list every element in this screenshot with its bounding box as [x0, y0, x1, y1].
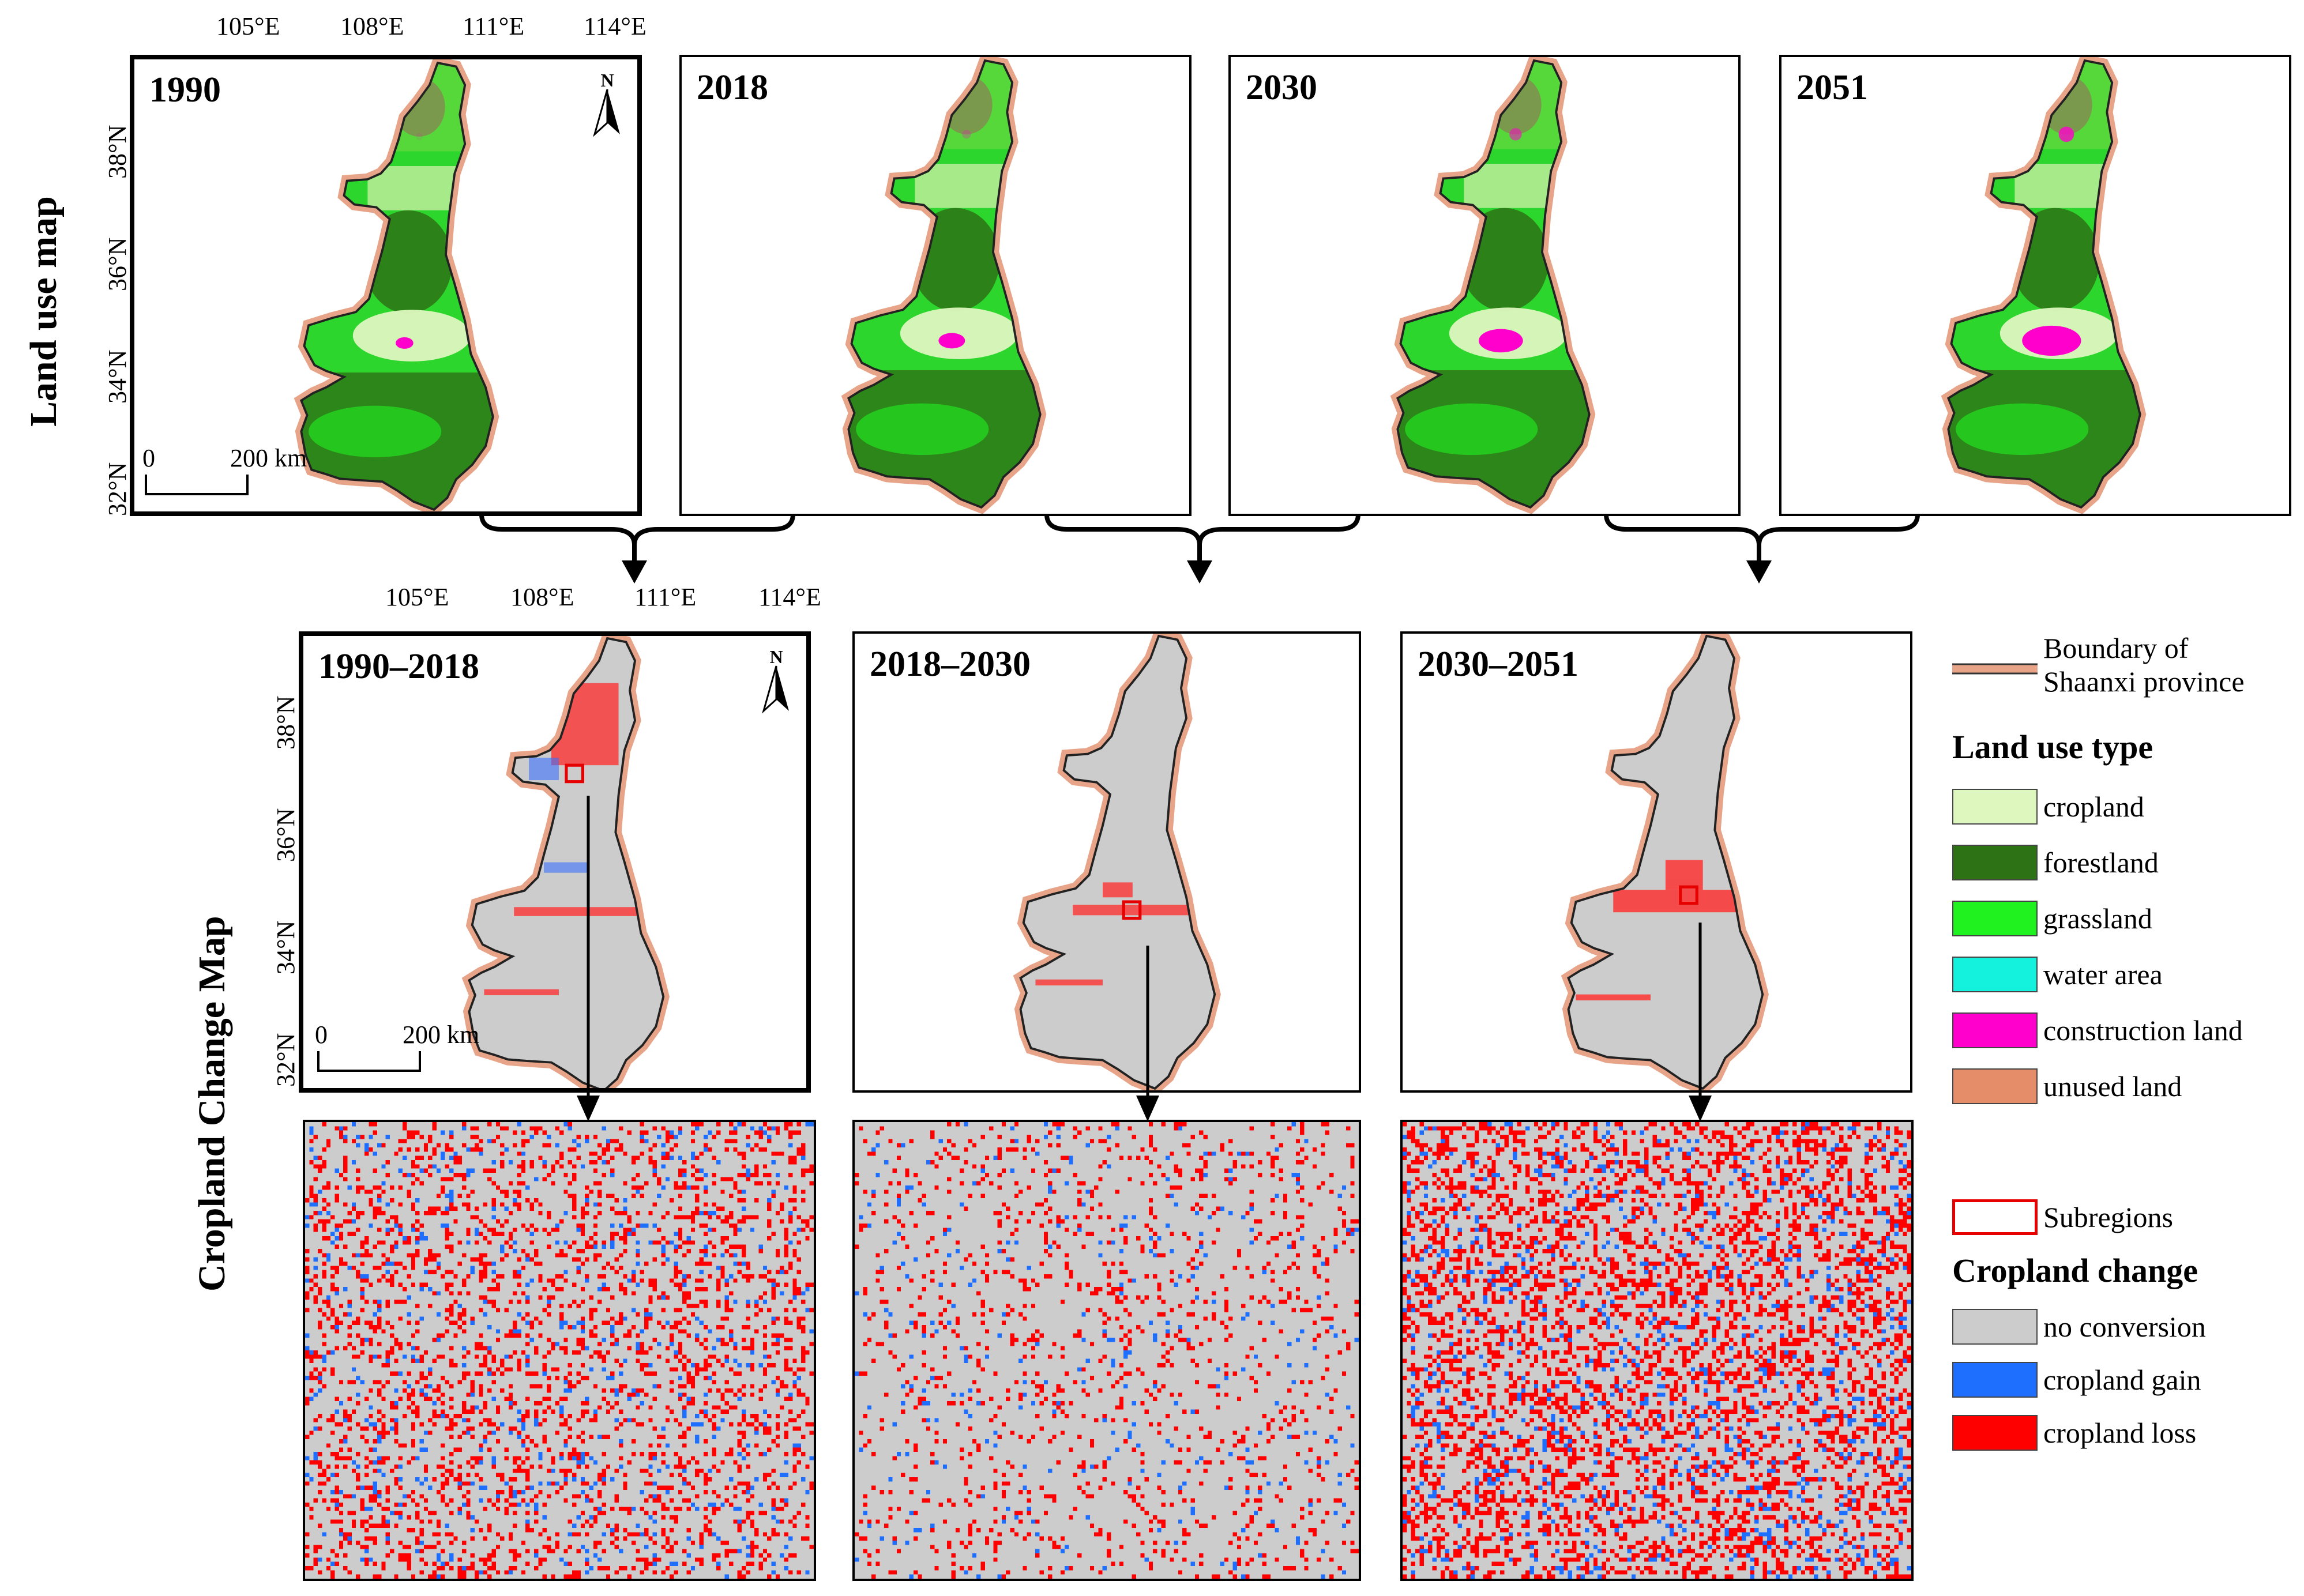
panel-title: 2030 [1246, 68, 1317, 107]
legend-swatch [1952, 1362, 2038, 1398]
legend-swatch [1952, 1415, 2038, 1451]
subregion-zoom-2030-2051 [1400, 1120, 1914, 1581]
boundary-legend-swatch [1952, 663, 2038, 675]
cropland-change-panel-2030–2051: 2030–2051 [1400, 631, 1912, 1093]
legend-swatch [1952, 1309, 2038, 1345]
land-use-raster [1352, 61, 1606, 510]
north-label: N [769, 646, 783, 667]
zoom-raster [855, 1122, 1359, 1579]
scale-end: 200 km [230, 444, 307, 472]
subregion-swatch [1952, 1199, 2038, 1235]
cropland-change-panel-2018–2030: 2018–2030 [852, 631, 1361, 1093]
lon-tick: 111°E [463, 12, 525, 40]
legend-label: cropland [2043, 791, 2144, 823]
scale-zero: 0 [315, 1021, 328, 1049]
panel-title: 2018 [697, 68, 768, 107]
zoom-raster [305, 1122, 814, 1579]
lon-tick: 105°E [216, 12, 280, 40]
legend-swatch [1952, 901, 2038, 936]
legend-label: construction land [2043, 1014, 2243, 1047]
panel-title: 2030–2051 [1418, 645, 1578, 684]
panel-title: 1990 [149, 70, 221, 110]
legend-label: forestland [2043, 846, 2159, 879]
legend-label: unused land [2043, 1070, 2182, 1102]
legend-label: grassland [2043, 902, 2152, 935]
cropland-change-raster [1529, 636, 1772, 1091]
lon-tick: 114°E [758, 583, 821, 611]
legend-boundary-line2: Shaanxi province [2043, 665, 2245, 698]
lon-tick: 108°E [510, 583, 574, 611]
lon-tick: 111°E [634, 583, 697, 611]
lon-tick: 114°E [584, 12, 647, 40]
land-use-panel-2051: 2051 [1779, 55, 2291, 516]
legend-label: Subregions [2043, 1201, 2173, 1233]
panel-title: 2051 [1796, 68, 1868, 107]
land-use-panel-2018: 2018 [679, 55, 1192, 516]
north-arrow-icon: N [759, 646, 794, 714]
cropland-change-panel-1990–2018: 1990–2018 N 0 200 km [299, 631, 811, 1093]
legend-swatch [1952, 957, 2038, 992]
panel-title: 2018–2030 [870, 645, 1031, 684]
lon-tick: 105°E [385, 583, 449, 611]
cropland-change-raster [982, 636, 1224, 1091]
legend-swatch [1952, 1012, 2038, 1048]
scale-zero: 0 [142, 444, 155, 472]
land-use-raster [1903, 61, 2156, 510]
subregion-zoom-2018-2030 [852, 1120, 1361, 1581]
legend-swatch [1952, 1068, 2038, 1104]
zoom-raster [1403, 1122, 1911, 1579]
land-use-panel-2030: 2030 [1228, 55, 1741, 516]
legend-land-use-title: Land use type [1952, 728, 2153, 766]
legend-swatch [1952, 789, 2038, 825]
land-use-panel-1990: 1990 N 0 200 km [130, 55, 642, 516]
land-use-raster [255, 63, 509, 513]
legend-boundary-line1: Boundary of [2043, 632, 2189, 664]
scale-bar [317, 1051, 421, 1072]
legend-label: cropland gain [2043, 1364, 2201, 1396]
land-use-raster [803, 61, 1057, 510]
legend-cropland-change-title: Cropland change [1952, 1252, 2198, 1289]
cropland-change-raster [430, 638, 672, 1088]
north-arrow-icon: N [590, 70, 625, 137]
panel-title: 1990–2018 [318, 647, 479, 686]
lon-tick: 108°E [340, 12, 404, 40]
north-label: N [600, 70, 614, 91]
legend-label: no conversion [2043, 1311, 2206, 1343]
legend-swatch [1952, 845, 2038, 880]
subregion-zoom-1990-2018 [303, 1120, 816, 1581]
legend-label: cropland loss [2043, 1417, 2197, 1449]
scale-bar [145, 475, 249, 495]
scale-end: 200 km [403, 1021, 480, 1049]
legend-label: water area [2043, 958, 2163, 991]
